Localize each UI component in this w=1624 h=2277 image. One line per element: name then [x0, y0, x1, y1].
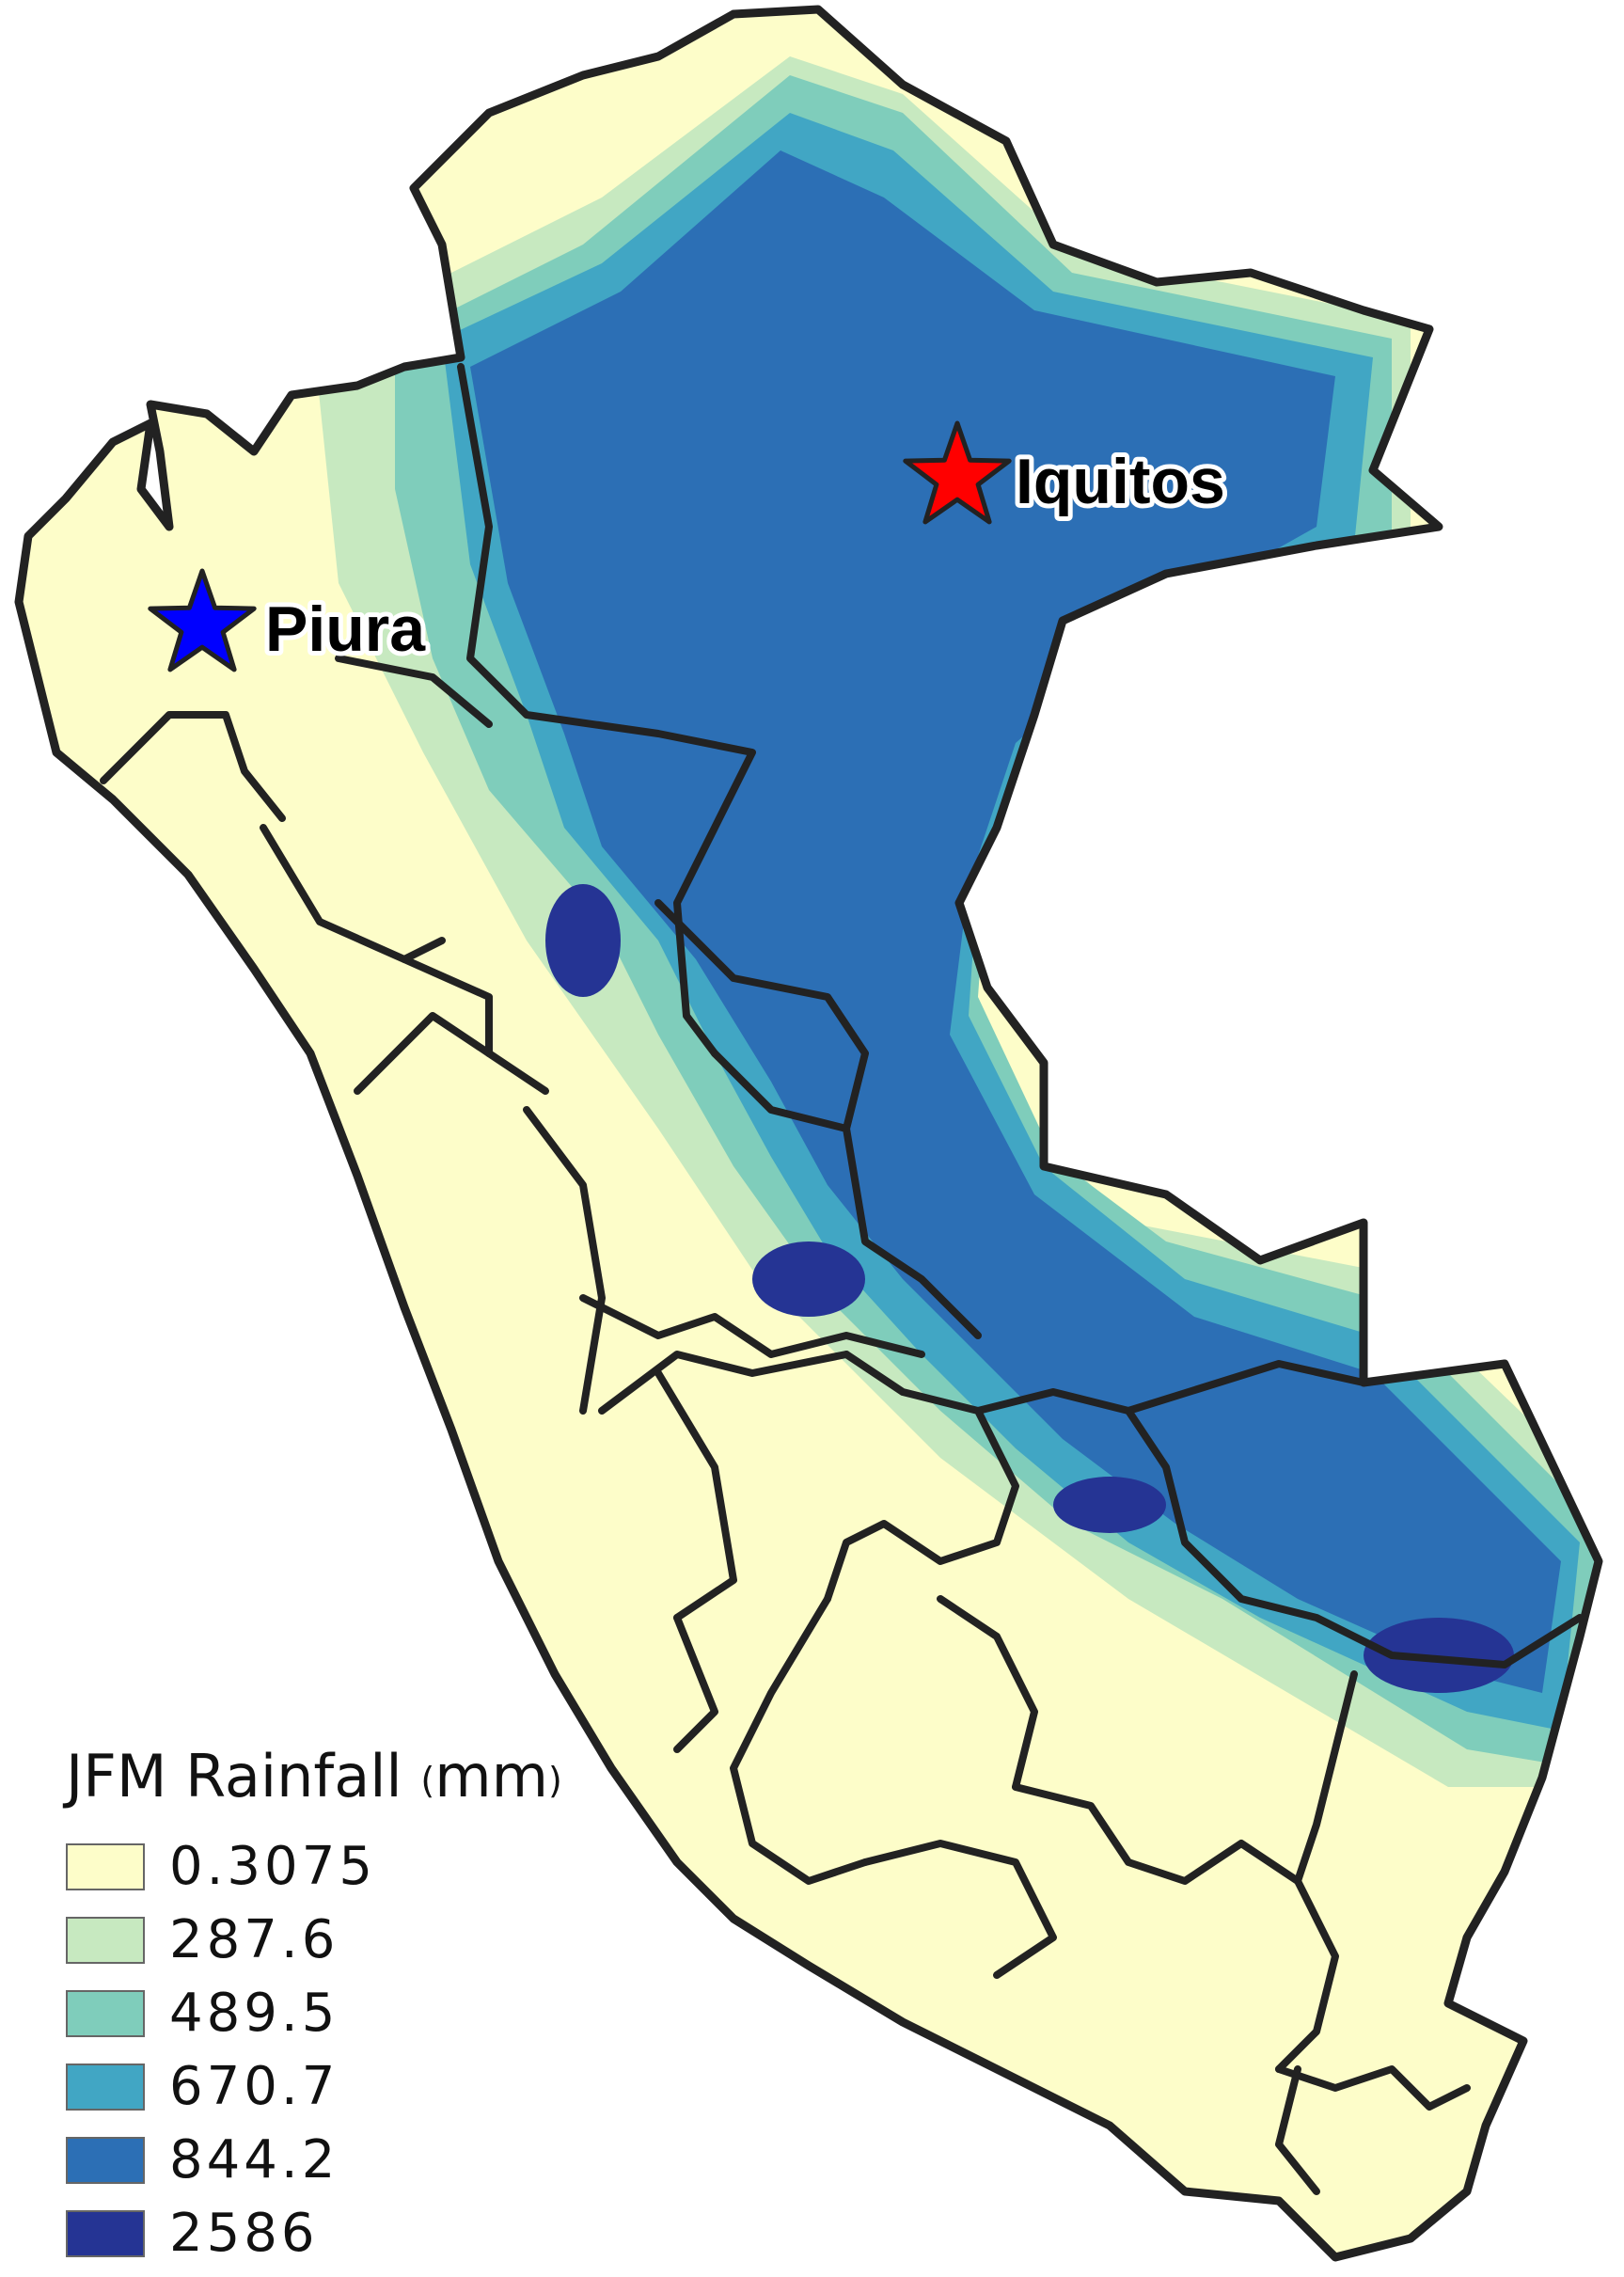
legend-item: 2586: [66, 2197, 649, 2270]
legend-swatch: [66, 2063, 145, 2111]
legend-swatch: [66, 1842, 145, 1890]
legend-swatch: [66, 2209, 145, 2257]
legend-title-text: JFM Rainfall: [66, 1742, 402, 1811]
legend-value: 489.5: [169, 1983, 339, 2045]
legend-unit-close: ): [548, 1759, 562, 1801]
legend-unit-open: (: [420, 1759, 435, 1801]
legend-value: 844.2: [169, 2129, 339, 2191]
legend-swatch: [66, 1916, 145, 1964]
legend-unit: mm: [434, 1742, 548, 1811]
legend-title: JFM Rainfall (mm): [66, 1740, 649, 1817]
place-marker-piura: [148, 568, 257, 672]
legend-value: 0.3075: [169, 1836, 376, 1898]
legend-swatch: [66, 2136, 145, 2184]
legend-item: 844.2: [66, 2124, 649, 2197]
legend-item: 489.5: [66, 1977, 649, 2050]
legend-value: 2586: [169, 2203, 319, 2265]
legend-item: 287.6: [66, 1904, 649, 1977]
legend-value: 670.7: [169, 2056, 339, 2118]
legend-swatch: [66, 1989, 145, 2037]
place-marker-iquitos: [903, 420, 1012, 525]
legend-value: 287.6: [169, 1909, 339, 1971]
legend-item: 670.7: [66, 2050, 649, 2124]
star-icon: [903, 420, 1012, 525]
legend-item: 0.3075: [66, 1830, 649, 1904]
legend: JFM Rainfall (mm) 0.3075 287.6 489.5 670…: [66, 1740, 649, 2270]
star-icon: [148, 568, 257, 672]
place-label-iquitos: Iquitos: [1016, 446, 1225, 517]
place-label-piura: Piura: [265, 593, 426, 665]
